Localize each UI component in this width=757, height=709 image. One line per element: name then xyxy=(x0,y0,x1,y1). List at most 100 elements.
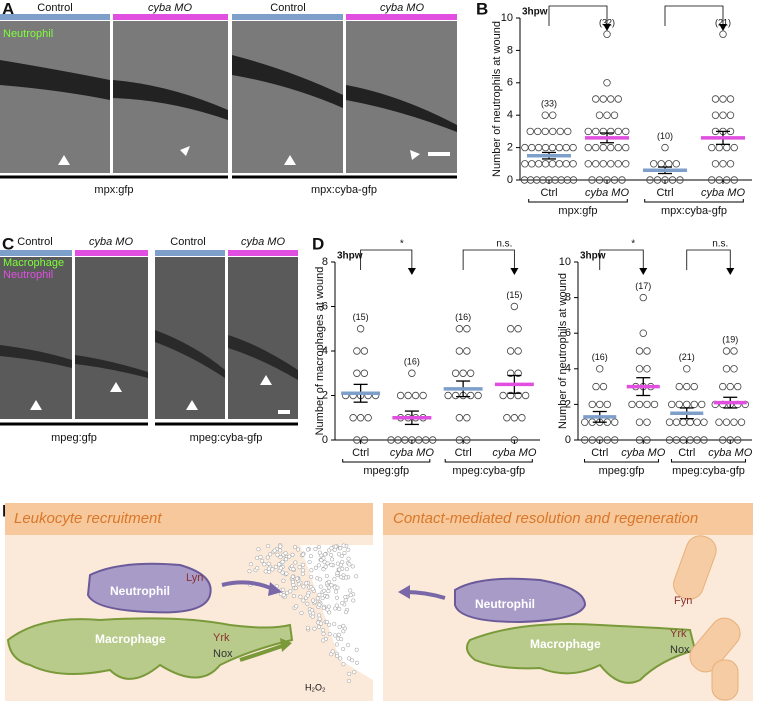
h2o2-dot xyxy=(313,565,318,570)
data-point xyxy=(614,127,622,136)
data-point xyxy=(521,160,529,168)
data-point xyxy=(734,436,742,444)
h2o2-dot xyxy=(263,569,268,574)
h2o2-dot xyxy=(270,567,275,572)
h2o2-dot xyxy=(255,555,260,560)
n-label: (16) xyxy=(455,312,471,322)
data-point xyxy=(581,436,589,444)
h2o2-dot xyxy=(347,562,352,567)
h2o2-dot xyxy=(321,631,326,636)
comparison-bracket xyxy=(686,249,731,272)
data-point xyxy=(521,391,530,400)
group-bracket xyxy=(644,199,744,203)
wound-arrowhead xyxy=(186,400,198,410)
data-point xyxy=(603,30,611,38)
h2o2-dot xyxy=(320,628,325,633)
x-tick-label: Ctrl xyxy=(678,447,695,459)
h2o2-dot xyxy=(287,554,292,559)
data-point xyxy=(518,414,526,422)
h2o2-dot xyxy=(301,598,306,603)
data-point xyxy=(514,369,522,377)
h2o2-dot xyxy=(317,550,322,555)
h2o2-dot xyxy=(339,574,344,580)
data-point xyxy=(555,160,564,168)
data-point xyxy=(730,176,738,184)
data-point xyxy=(722,365,731,373)
data-point xyxy=(534,127,542,136)
data-point xyxy=(503,414,511,422)
data-point xyxy=(506,369,515,377)
data-point xyxy=(451,369,460,377)
data-point xyxy=(607,143,615,152)
data-point xyxy=(444,391,452,400)
h2o2-dot xyxy=(335,653,340,659)
h2o2-dot xyxy=(318,584,323,589)
data-point xyxy=(603,111,611,119)
data-point xyxy=(683,400,691,409)
n-label: (33) xyxy=(541,99,557,109)
data-point xyxy=(618,176,626,184)
cell-label: Neutrophil xyxy=(110,584,170,598)
comparison-arrowhead xyxy=(407,268,416,275)
data-point xyxy=(581,418,589,426)
h2o2-dot xyxy=(258,555,263,560)
data-point xyxy=(360,369,369,377)
y-tick-label: 6 xyxy=(322,300,328,312)
h2o2-dot xyxy=(307,560,312,565)
data-point xyxy=(353,347,361,355)
data-point xyxy=(683,382,691,391)
micrograph-group xyxy=(0,21,457,173)
wound-arrowhead xyxy=(58,155,70,165)
data-point xyxy=(549,127,557,136)
h2o2-dot xyxy=(266,544,271,549)
tissue-shadow xyxy=(0,55,457,132)
h2o2-dot xyxy=(315,596,320,601)
data-point xyxy=(562,160,570,168)
data-point xyxy=(396,391,405,400)
annotation: 3hpw xyxy=(580,251,606,262)
h2o2-dot xyxy=(354,660,359,665)
h2o2-dot xyxy=(283,557,288,562)
h2o2-dot xyxy=(351,598,356,603)
data-point xyxy=(675,382,683,391)
h2o2-dot xyxy=(313,547,318,552)
data-point xyxy=(708,176,716,184)
data-point xyxy=(711,111,720,119)
data-point xyxy=(526,176,535,184)
y-tick-label: 4 xyxy=(322,345,328,357)
x-tick-label: Ctrl xyxy=(591,447,608,459)
micrograph xyxy=(228,257,298,419)
data-point xyxy=(463,347,471,355)
schematic-title: Contact-mediated resolution and regenera… xyxy=(393,510,698,527)
data-point xyxy=(734,382,742,391)
macrophage-cell xyxy=(6,617,294,680)
h2o2-dot xyxy=(338,546,343,551)
data-point xyxy=(693,418,701,426)
h2o2-dot xyxy=(309,608,315,613)
y-tick-label: 8 xyxy=(565,292,571,304)
neutrophil-cell xyxy=(86,562,212,614)
group-bracket xyxy=(671,459,746,463)
x-tick-label: cyba MO xyxy=(390,447,434,459)
data-point xyxy=(643,365,651,373)
h2o2-dot xyxy=(346,643,351,648)
y-axis-label: Number of neutrophils at wound xyxy=(557,273,569,429)
micrograph xyxy=(0,257,72,419)
x-tick-label: cyba MO xyxy=(585,187,629,199)
group-bracket xyxy=(444,459,533,463)
data-point xyxy=(715,143,723,152)
h2o2-dot xyxy=(344,567,349,572)
h2o2-dot xyxy=(255,566,260,571)
y-tick-label: 2 xyxy=(322,389,328,401)
n-label: (21) xyxy=(679,352,695,362)
data-point xyxy=(675,400,683,409)
comparison-bracket xyxy=(664,5,724,28)
h2o2-dot xyxy=(342,550,347,556)
data-point xyxy=(711,160,720,168)
h2o2-dot xyxy=(256,547,261,552)
h2o2-dot xyxy=(350,658,355,663)
data-point xyxy=(411,391,420,400)
panel-letter: D xyxy=(312,234,324,253)
data-point xyxy=(603,79,611,87)
h2o2-dot xyxy=(296,582,301,587)
